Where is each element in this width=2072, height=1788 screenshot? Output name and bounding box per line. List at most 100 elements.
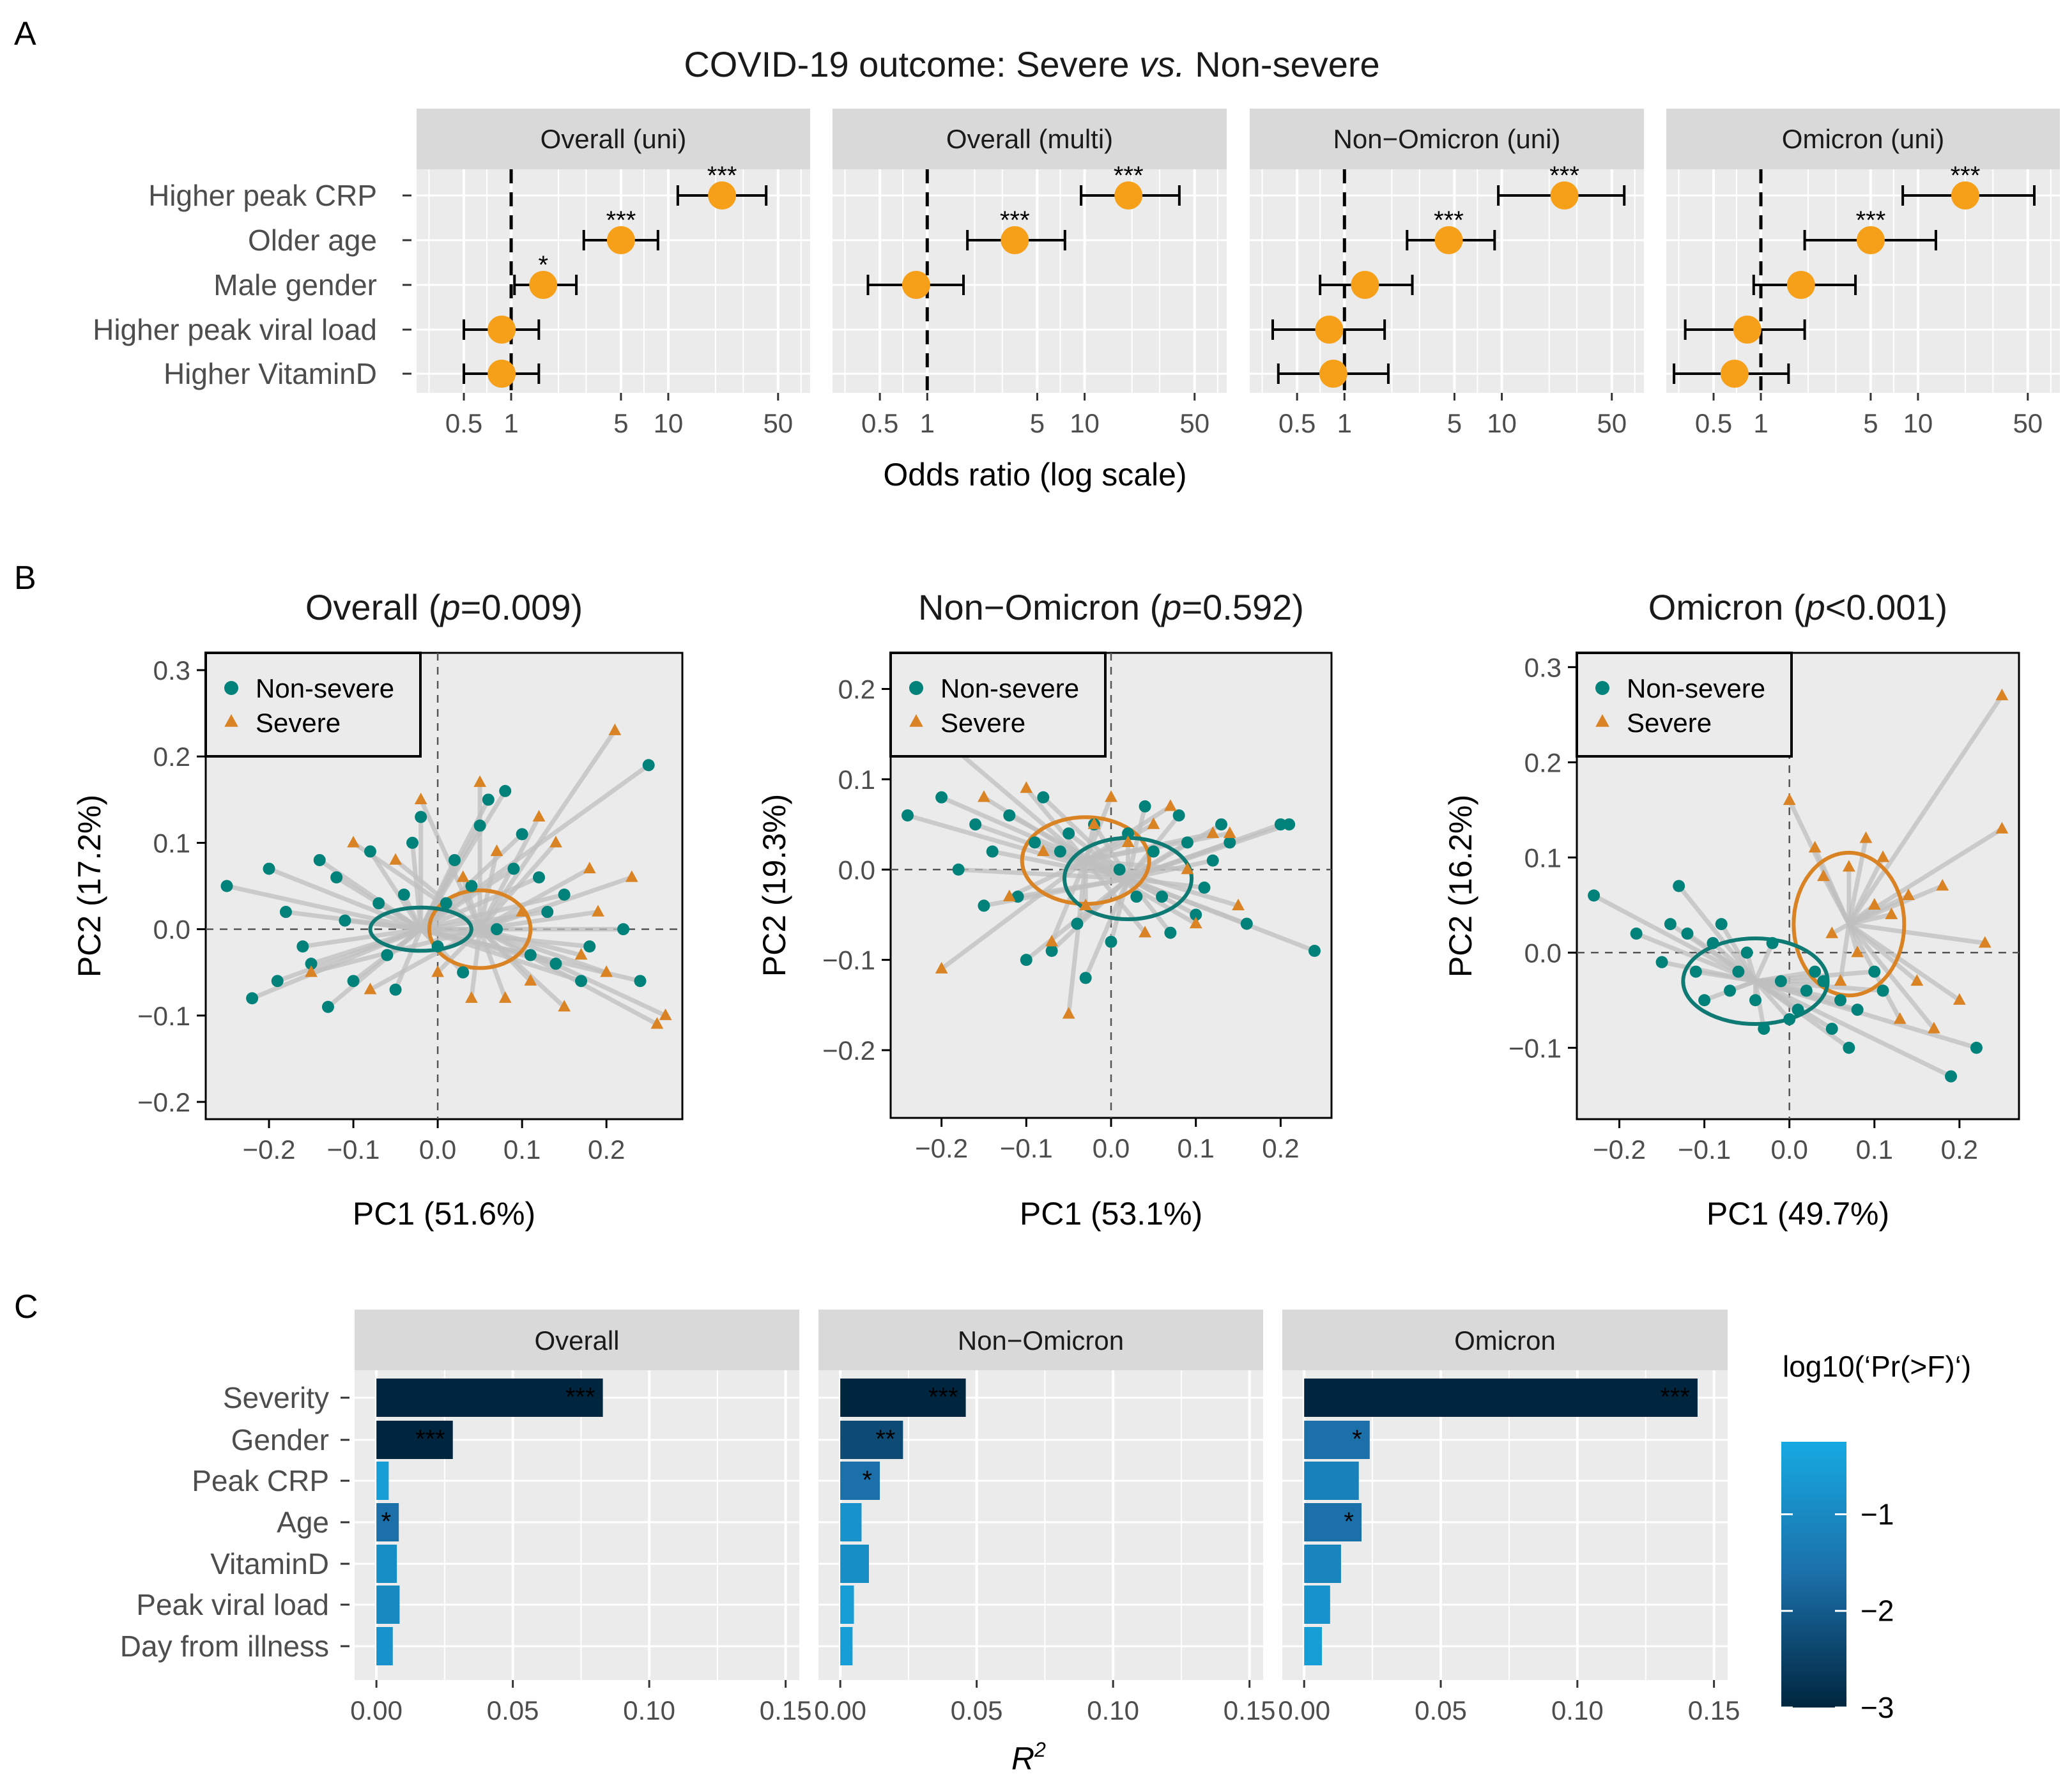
point-nonsevere [642, 759, 655, 772]
point-nonsevere [364, 845, 376, 858]
x-tick-label: 50 [1597, 408, 1627, 438]
point-nonsevere [524, 949, 537, 961]
r2-bar [376, 1379, 603, 1417]
y-tick-label: 0.1 [838, 765, 875, 795]
point-severe [978, 790, 990, 802]
x-tick-label: 1 [503, 408, 518, 438]
point-nonsevere [389, 983, 402, 996]
spider-segment [326, 927, 422, 1009]
odds-ratio-point [487, 316, 516, 344]
x-tick-label: 0.00 [350, 1695, 403, 1725]
point-nonsevere [415, 811, 427, 823]
colorbar-title: log10(‘Pr(>F)‘) [1783, 1350, 1971, 1383]
point-nonsevere [1800, 984, 1813, 997]
point-nonsevere [440, 897, 452, 910]
legend-box [1576, 652, 1793, 758]
y-axis-label: PC2 (17.2%) [72, 795, 107, 977]
pca-facet-title: Overall (p=0.009) [305, 587, 583, 627]
legend-label-severe: Severe [940, 708, 1025, 738]
bar-significance-stars: * [381, 1508, 392, 1536]
point-severe [1002, 889, 1016, 901]
point-nonsevere [372, 897, 385, 910]
point-nonsevere [499, 784, 512, 797]
point-nonsevere [583, 940, 596, 953]
forest-panel-bg [1250, 169, 1644, 393]
x-tick-label: 0.2 [588, 1135, 625, 1165]
spider-segment [956, 750, 1087, 862]
point-nonsevere [1740, 946, 1753, 959]
x-tick-label: 0.5 [1695, 408, 1732, 438]
x-tick-label: −0.1 [327, 1135, 380, 1165]
legend-key-nonsevere [224, 681, 238, 695]
x-tick-label: 0.15 [1688, 1695, 1740, 1725]
forest-category-label: Male gender [213, 268, 377, 302]
point-nonsevere [1071, 917, 1084, 930]
point-severe [1079, 898, 1093, 910]
point-nonsevere [305, 958, 318, 970]
facet-strip-label: Non−Omicron (uni) [1333, 124, 1561, 154]
spider-segment [277, 927, 422, 983]
spider-segment [1024, 786, 1087, 862]
spider-segment [1846, 856, 1885, 926]
spider-segment [1008, 858, 1087, 899]
r2-bar [840, 1503, 862, 1541]
point-nonsevere [279, 906, 292, 919]
point-nonsevere [1130, 890, 1143, 903]
spider-segment [1043, 849, 1086, 863]
spider-segment [479, 866, 591, 931]
point-nonsevere [1707, 936, 1719, 949]
odds-ratio-point [1114, 181, 1143, 210]
point-severe [625, 870, 638, 882]
point-nonsevere [902, 809, 914, 821]
spider-segment [1846, 837, 1868, 925]
r2-bar [1304, 1421, 1370, 1459]
forest-panel-bg [833, 169, 1227, 393]
legend-label-severe: Severe [256, 708, 341, 738]
x-tick-label: 0.0 [1093, 1133, 1130, 1163]
bar-significance-stars: *** [415, 1425, 445, 1453]
x-tick-label: 0.05 [951, 1695, 1003, 1725]
odds-ratio-point [1733, 316, 1761, 344]
forest-category-label: Older age [248, 224, 377, 257]
r2-bar [840, 1545, 869, 1583]
point-nonsevere [1147, 845, 1160, 858]
spider-segment [1846, 694, 2004, 926]
legend-label-severe: Severe [1627, 708, 1712, 738]
x-axis-label: PC1 (49.7%) [1707, 1196, 1889, 1232]
x-tick-label: 5 [1447, 408, 1462, 438]
spider-segment [268, 866, 422, 931]
r2-bar [1304, 1462, 1359, 1500]
r2-bar [376, 1545, 397, 1583]
point-nonsevere [1198, 882, 1211, 894]
x-tick-label: 0.2 [1941, 1135, 1978, 1165]
point-nonsevere [321, 1000, 334, 1013]
spider-segment [1085, 858, 1188, 872]
point-nonsevere [1003, 809, 1016, 821]
point-severe [1808, 841, 1822, 853]
odds-ratio-point [902, 271, 930, 299]
x-tick-label: 50 [2013, 408, 2043, 438]
y-tick-label: 0.2 [153, 742, 190, 772]
point-nonsevere [1817, 975, 1830, 988]
r2-bar [1304, 1379, 1698, 1417]
point-nonsevere [617, 923, 630, 936]
facet-strip [1666, 109, 2060, 169]
point-nonsevere [969, 818, 982, 831]
forest-category-label: Higher peak CRP [148, 179, 377, 212]
point-severe [1910, 974, 1924, 986]
r2-bar [1304, 1545, 1341, 1583]
x-tick-label: −0.2 [1593, 1135, 1646, 1165]
point-nonsevere [1945, 1070, 1958, 1083]
bar-significance-stars: * [862, 1466, 872, 1494]
legend-key-nonsevere [1595, 681, 1609, 695]
bar-significance-stars: *** [928, 1383, 958, 1411]
point-severe [1825, 926, 1839, 938]
point-nonsevere [1783, 1013, 1796, 1026]
point-nonsevere [1079, 972, 1092, 984]
point-nonsevere [482, 793, 495, 806]
x-tick-label: 0.0 [419, 1135, 456, 1165]
spider-segment [402, 893, 423, 931]
odds-ratio-point [1001, 226, 1029, 254]
point-nonsevere [339, 914, 351, 927]
spider-segment [1754, 979, 1977, 1050]
